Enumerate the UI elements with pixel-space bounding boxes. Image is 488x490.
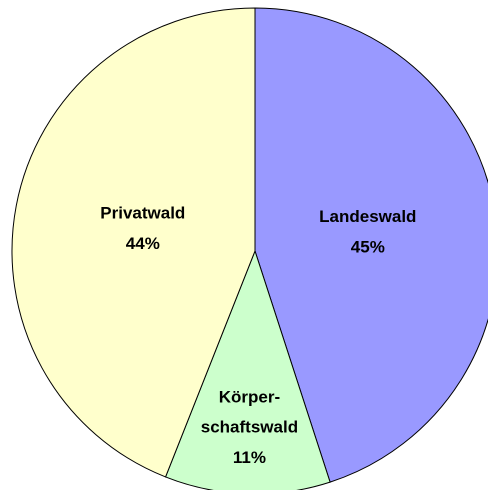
slice-label: Landeswald	[319, 208, 416, 227]
value-label: 11%	[233, 448, 266, 467]
pie-slice	[11, 7, 256, 478]
value-label: 45%	[351, 238, 385, 257]
pie-slice	[164, 249, 331, 490]
pie-slice	[254, 7, 488, 483]
slice-label: Privatwald	[100, 204, 185, 223]
value-label: 44%	[126, 234, 160, 253]
slice-label: Körper-schaftswald	[201, 388, 298, 437]
